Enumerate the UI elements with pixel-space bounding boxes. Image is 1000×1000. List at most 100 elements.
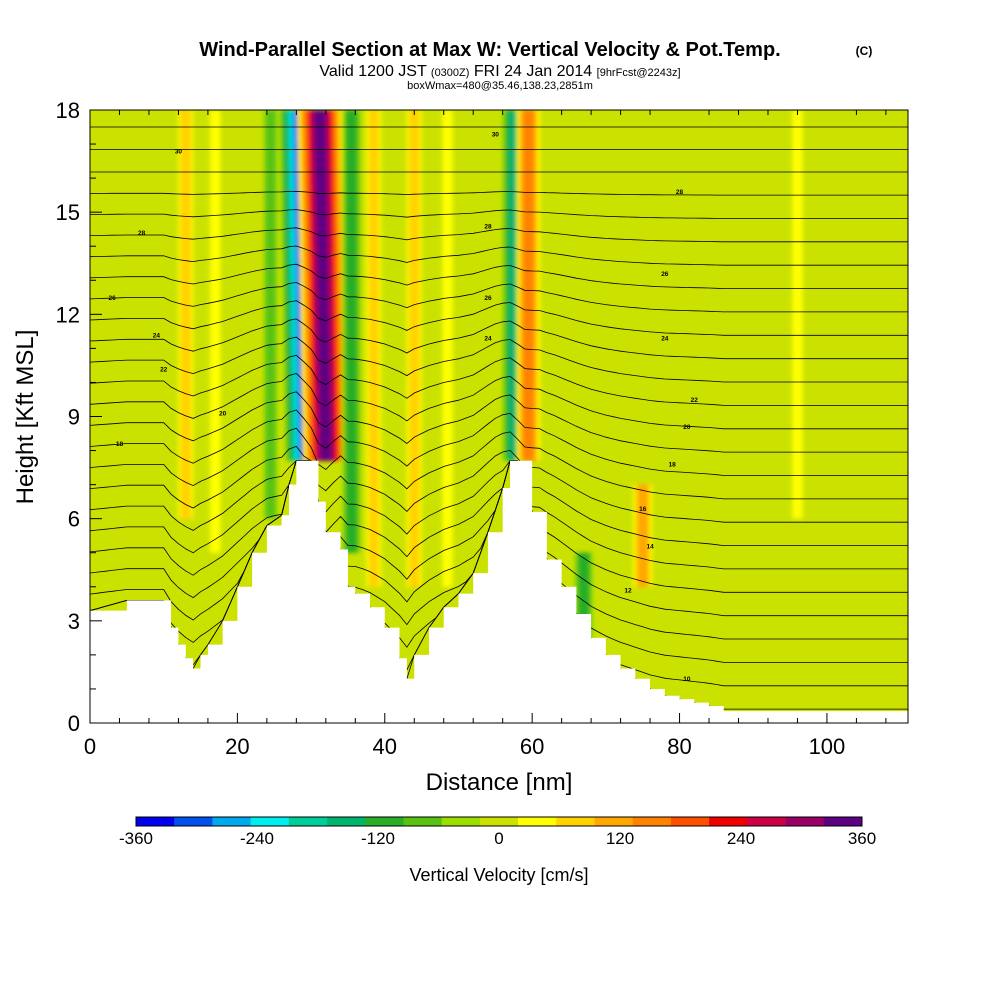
theta-contour-label: 26 [661,271,669,278]
x-tick-label: 20 [225,734,249,759]
colorbar-swatch [327,817,366,826]
colorbar-swatch [709,817,748,826]
velocity-feature [297,110,349,461]
colorbar: -360 -240 -120 0 120 240 360 [119,816,876,848]
colorbar-tick-label: -240 [240,829,274,848]
theta-contour-label: 24 [661,336,669,343]
x-tick-label: 80 [667,734,691,759]
theta-contour-line [90,460,908,546]
theta-contour-line [90,460,908,593]
y-axis: 0 3 6 9 12 15 18 [56,98,102,736]
colorbar-swatch [174,817,213,826]
theta-contour-line [90,300,908,336]
theta-contour-label: 20 [219,411,227,418]
theta-contour-label: 16 [639,506,647,513]
velocity-band [210,110,221,553]
colorbar-swatch [479,817,519,826]
theta-contour-label: 20 [683,424,691,431]
velocity-band [442,110,453,587]
velocity-feature [178,110,194,519]
colorbar-swatch [785,817,825,826]
colorbar-tick-label: -360 [119,829,153,848]
theta-contour-label: 30 [492,131,500,138]
velocity-band [346,110,357,553]
y-tick-label: 3 [68,609,80,634]
y-tick-label: 6 [68,507,80,532]
theta-contour-line [90,318,908,360]
theta-contour-label: 28 [676,189,684,196]
colorbar-label: Vertical Velocity [cm/s] [409,865,588,885]
theta-contour-line [90,227,908,243]
theta-contour-label: 22 [691,397,699,404]
terrain-mask [90,460,908,723]
theta-contour-line [90,445,908,523]
velocity-feature [210,110,221,553]
velocity-feature [792,110,803,519]
theta-contour-label: 24 [484,336,492,343]
theta-contour-line [90,427,908,500]
colorbar-swatch [670,817,710,826]
velocity-feature [366,110,382,587]
theta-contour-labels: 30 28 26 24 22 20 18 30 28 26 24 28 26 24 22 20 18 16 14 12… [108,131,698,683]
velocity-feature [442,110,453,587]
theta-contour-line [90,282,908,313]
velocity-feature [263,110,278,519]
colorbar-tick-label: 0 [494,829,503,848]
theta-contour-line [90,245,908,266]
colorbar-swatch [441,817,481,826]
colorbar-swatch [518,817,557,826]
theta-contour-line [90,409,908,476]
theta-contour-line [90,336,908,383]
subtitle-utc: (0300Z) [431,67,470,79]
theta-contour-line [90,373,908,430]
colorbar-frame [135,816,863,827]
x-tick-label: 40 [373,734,397,759]
colorbar-swatch [594,817,634,826]
velocity-band [314,110,332,461]
colorbar-swatch [288,817,328,826]
y-tick-label: 9 [68,405,80,430]
theta-contour-line [90,263,908,289]
y-tick-label: 12 [56,302,80,327]
theta-contour-line [90,391,908,453]
y-tick-label: 15 [56,200,80,225]
velocity-band [523,110,534,461]
theta-contour-label: 28 [484,223,492,230]
colorbar-swatch [250,817,290,826]
chart-subtitle: Valid 1200 JST (0300Z) FRI 24 Jan 2014 [… [319,63,680,80]
colorbar-swatch [823,817,863,826]
chart-title: Wind-Parallel Section at Max W: Vertical… [199,39,780,61]
theta-contour-label: 24 [153,332,161,339]
theta-contour-line [90,209,908,219]
colorbar-tick-label: -120 [361,829,395,848]
colorbar-swatch [556,817,595,826]
theta-contours [90,126,908,710]
velocity-feature [516,110,541,461]
x-tick-label: 100 [809,734,846,759]
theta-contour-label: 12 [624,588,632,595]
velocity-band [180,110,192,519]
theta-contour-label: 10 [683,676,691,683]
x-tick-label: 60 [520,734,544,759]
velocity-band [265,110,276,519]
theta-contour-line [90,190,908,196]
theta-contour-label: 14 [646,543,654,550]
theta-contour-label: 18 [116,441,124,448]
velocity-band [409,110,420,587]
subtitle-forecast: [9hrFcst@2243z] [597,67,681,79]
theta-contour-label: 18 [669,462,677,469]
x-tick-label: 0 [84,734,96,759]
velocity-feature [342,110,362,553]
x-axis: 0 20 40 60 80 100 [84,110,887,759]
theta-contour-label: 22 [160,366,168,373]
theta-contour-line [90,460,908,570]
theta-contour-label: 30 [175,148,183,155]
colorbar-swatch [365,817,404,826]
title-copyright-mark: (C) [856,44,873,58]
y-tick-label: 18 [56,98,80,123]
theta-contour-label: 26 [484,295,492,302]
subtitle-date: FRI 24 Jan 2014 [474,63,592,80]
x-axis-label: Distance [nm] [426,769,573,796]
y-tick-label: 0 [68,711,80,736]
